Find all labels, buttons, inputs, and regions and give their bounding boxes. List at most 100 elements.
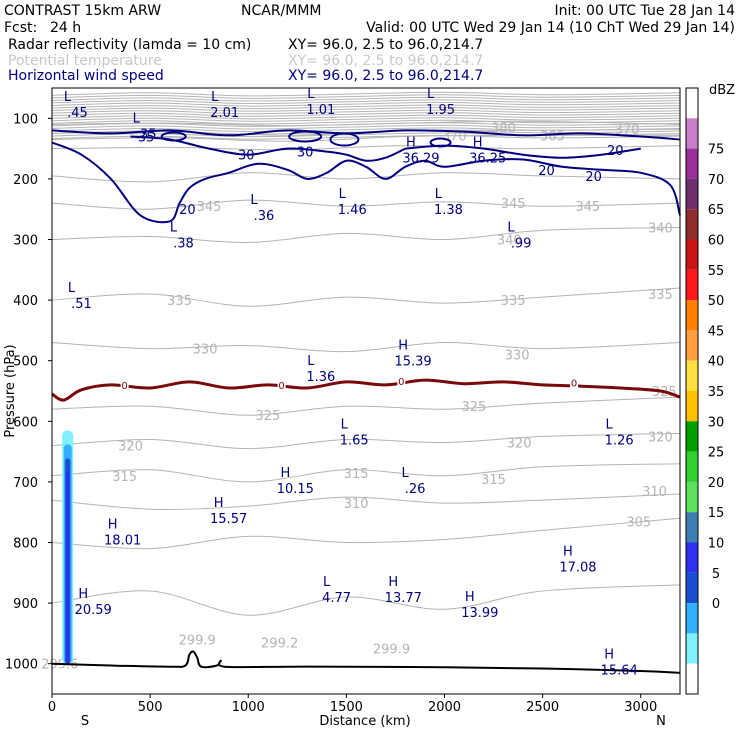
theta-band-line	[51, 124, 681, 130]
plot-background	[52, 88, 680, 694]
wind-core-loop	[329, 132, 360, 147]
hl-value: 13.99	[461, 606, 498, 621]
colorbar-label: 50	[708, 294, 725, 309]
colorbar-label: 30	[708, 415, 725, 430]
theta-line-360	[51, 145, 681, 151]
hl-value: 20.59	[75, 603, 112, 618]
theta-band-line	[51, 94, 681, 99]
colorbar-swatch	[686, 663, 698, 694]
theta-label: 315	[112, 470, 137, 485]
wind-label: 20	[607, 144, 624, 159]
theta-line-340	[51, 226, 681, 244]
theta-band-line	[51, 112, 681, 117]
theta-label: 315	[344, 467, 369, 482]
theta-line-320	[51, 432, 681, 450]
zero-label-bg	[277, 380, 286, 391]
colorbar-label: 20	[708, 476, 725, 491]
hl-marker-H: H	[465, 590, 475, 605]
colorbar-unit: dBZ	[709, 83, 735, 98]
colorbar-swatch	[686, 148, 698, 179]
hl-value: .26	[405, 482, 426, 497]
field-1-xy: XY= 96.0, 2.5 to 96.0,214.7	[288, 37, 483, 53]
theta-line-305	[51, 517, 681, 550]
colorbar-label: 5	[712, 567, 720, 582]
theta-band-line	[51, 99, 681, 105]
hl-marker-L: L	[435, 187, 443, 202]
colorbar-label: 75	[708, 143, 725, 158]
theta-line-380	[51, 120, 681, 127]
hl-marker-L: L	[133, 111, 141, 126]
y-tick-label: 400	[13, 294, 38, 309]
colorbar-swatch	[686, 633, 698, 664]
colorbar-label: 40	[708, 355, 725, 370]
y-tick-label: 200	[13, 173, 38, 188]
colorbar-swatch	[686, 209, 698, 240]
colorbar-swatch	[686, 572, 698, 604]
terrain-line	[51, 650, 681, 674]
theta-label: 320	[118, 440, 143, 455]
x-tick-label: 500	[138, 700, 163, 715]
y-tick-label: 600	[13, 415, 38, 430]
colorbar-label: 35	[708, 385, 725, 400]
theta-label: 320	[507, 437, 532, 452]
hl-marker-H: H	[398, 339, 408, 354]
theta-band-line	[51, 96, 681, 102]
theta-band-line	[51, 119, 681, 125]
colorbar-label: 55	[708, 264, 725, 279]
theta-label: 315	[481, 473, 506, 488]
colorbar-label: 45	[708, 324, 725, 339]
zero-contour: 0 0 0 0	[51, 375, 681, 402]
zero-contour-line	[51, 378, 681, 402]
theta-label: 299.9	[179, 633, 216, 648]
hl-value: 1.95	[426, 103, 455, 118]
x-axis-label: Distance (km)	[319, 714, 410, 729]
hl-value: 1.46	[338, 203, 367, 218]
colorbar-swatch	[686, 421, 698, 452]
valid-time: Valid: 00 UTC Wed 29 Jan 14 (10 ChT Wed …	[366, 20, 735, 36]
hl-marker-H: H	[406, 136, 416, 151]
hl-value: 2.01	[210, 106, 239, 121]
theta-label: 299.9	[373, 643, 410, 658]
colorbar-swatch	[686, 300, 698, 331]
hl-marker-L: L	[323, 575, 331, 590]
theta-label: 310	[642, 485, 667, 500]
wind-label: 20	[538, 164, 555, 179]
theta-label: 310	[344, 497, 369, 512]
colorbar-label: 10	[708, 537, 725, 552]
x-tick-label: 3000	[624, 700, 657, 715]
x-tick-label: 0	[48, 700, 56, 715]
colorbar-label: 15	[708, 506, 725, 521]
reflectivity-band-3	[66, 470, 70, 664]
theta-label: 345	[197, 200, 222, 215]
theta-band-line	[51, 104, 681, 110]
y-tick-label: 800	[13, 537, 38, 552]
hl-value: 1.65	[340, 433, 369, 448]
hl-marker-H: H	[78, 587, 88, 602]
wind-contour-30	[130, 135, 406, 162]
theta-label: 380	[491, 121, 516, 136]
hl-value: 15.57	[210, 512, 247, 527]
field-2-xy: XY= 96.0, 2.5 to 96.0,214.7	[288, 53, 483, 69]
theta-label: 299.2	[261, 636, 298, 651]
hl-value: 15.39	[394, 355, 431, 370]
theta-band-line	[51, 106, 681, 112]
y-axis: 100 200 300 400 500 600 700 800 900 1000	[5, 112, 52, 673]
colorbar-swatch	[686, 542, 698, 573]
hl-value: 18.01	[104, 533, 141, 548]
x-tick-label: 2500	[526, 700, 559, 715]
wind-label: 20	[179, 203, 196, 218]
hl-value: 36.25	[469, 152, 506, 167]
theta-line-325	[51, 396, 681, 416]
colorbar-label: 0	[712, 597, 720, 612]
wind-core-loop	[160, 131, 187, 142]
theta-label: 340	[497, 234, 522, 249]
wind-core-loop	[429, 137, 452, 148]
colorbar-swatch	[686, 239, 698, 270]
x-end-left: S	[81, 714, 89, 729]
colorbar-swatch	[686, 603, 698, 634]
theta-line-345	[51, 199, 681, 210]
center-title: NCAR/MMM	[241, 3, 322, 19]
theta-line-315	[51, 463, 681, 483]
